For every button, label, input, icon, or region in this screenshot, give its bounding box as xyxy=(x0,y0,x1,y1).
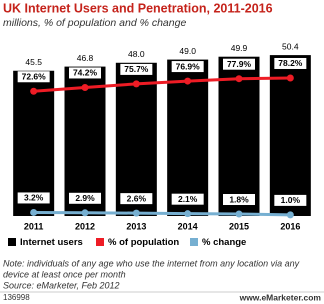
x-tick-label: 2012 xyxy=(75,221,95,231)
label-box xyxy=(69,192,101,204)
line xyxy=(33,210,291,217)
label-box xyxy=(17,71,50,83)
value-label: 48.0 xyxy=(128,49,145,59)
label-box xyxy=(17,192,50,204)
label-box xyxy=(171,193,204,205)
point xyxy=(30,87,38,95)
legend-swatch xyxy=(190,238,198,246)
point xyxy=(235,210,243,218)
legend-swatch xyxy=(8,238,16,246)
x-tick-label: 2014 xyxy=(178,221,198,231)
bar xyxy=(167,59,209,217)
value-label: 2.6% xyxy=(127,193,147,203)
point xyxy=(286,74,294,82)
bar xyxy=(13,70,55,216)
bar xyxy=(64,66,106,216)
point xyxy=(132,80,140,88)
bar xyxy=(269,55,311,216)
point xyxy=(286,211,294,219)
legend-swatch xyxy=(96,238,104,246)
value-label: 3.2% xyxy=(24,193,44,203)
point xyxy=(235,75,243,83)
label-box xyxy=(274,57,307,69)
value-label: 76.9% xyxy=(176,61,201,71)
value-label: 45.5 xyxy=(25,57,42,67)
point xyxy=(184,77,192,85)
source: Source: eMarketer, Feb 2012 xyxy=(3,280,120,290)
value-label: 1.8% xyxy=(229,194,249,204)
label-box xyxy=(171,61,204,73)
point xyxy=(184,210,192,218)
legend-label: % of population xyxy=(108,237,179,248)
value-label: 49.9 xyxy=(231,43,248,53)
point xyxy=(81,209,89,217)
chart-title: UK Internet Users and Penetration, 2011-… xyxy=(3,1,273,15)
label-box xyxy=(120,193,153,205)
value-label: 49.0 xyxy=(179,46,196,56)
value-label: 72.6% xyxy=(22,72,47,82)
x-tick-label: 2015 xyxy=(229,221,249,231)
value-label: 2.1% xyxy=(178,194,198,204)
legend-label: % change xyxy=(202,237,246,248)
bar xyxy=(218,56,260,217)
site: www.eMarketer.com xyxy=(239,292,322,302)
point xyxy=(81,83,89,91)
note: device at least once per month xyxy=(3,269,126,279)
chart-id: 136998 xyxy=(3,293,30,302)
x-tick-label: 2016 xyxy=(280,221,300,231)
value-label: 50.4 xyxy=(282,41,299,51)
value-label: 46.8 xyxy=(77,53,94,63)
legend-label: Internet users xyxy=(20,237,83,248)
value-label: 2.9% xyxy=(75,193,95,203)
value-label: 75.7% xyxy=(124,64,149,74)
point xyxy=(30,208,38,216)
label-box xyxy=(69,67,101,79)
chart-subtitle: millions, % of population and % change xyxy=(3,17,186,29)
point xyxy=(132,209,140,217)
label-box xyxy=(223,194,255,206)
label-box xyxy=(223,58,255,70)
bar xyxy=(115,62,157,217)
label-box xyxy=(274,194,307,206)
x-tick-label: 2011 xyxy=(24,221,44,231)
value-label: 1.0% xyxy=(281,195,301,205)
x-tick-label: 2013 xyxy=(126,221,146,231)
line xyxy=(33,76,291,93)
value-label: 74.2% xyxy=(73,68,98,78)
value-label: 77.9% xyxy=(227,59,252,69)
label-box xyxy=(120,63,153,75)
note: Note: individuals of any age who use the… xyxy=(3,258,300,268)
value-label: 78.2% xyxy=(278,58,303,68)
